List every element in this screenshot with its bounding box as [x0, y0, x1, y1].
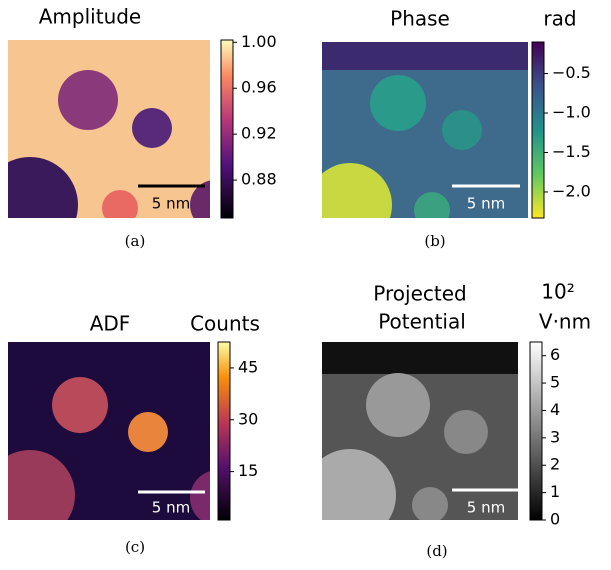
- unit-label: V·nm: [539, 310, 591, 334]
- caption: (a): [125, 232, 146, 250]
- particle: [322, 163, 392, 218]
- unit-label: 10²: [541, 280, 574, 304]
- colorbar-tick-label: 0: [550, 510, 560, 529]
- panel-title: ADF: [90, 312, 131, 336]
- scale-bar-label: 5 nm: [152, 195, 190, 213]
- colorbar-tick-label: 0.88: [241, 170, 277, 189]
- colorbar-tick-label: 30: [238, 409, 258, 428]
- unit-label: rad: [543, 7, 576, 31]
- particle: [58, 70, 118, 130]
- particle: [102, 190, 138, 218]
- scale-bar-label: 5 nm: [152, 499, 190, 517]
- particle: [412, 487, 448, 520]
- particle: [132, 108, 172, 148]
- particle: [370, 75, 426, 131]
- panel-title: Amplitude: [39, 5, 142, 29]
- caption: (d): [426, 542, 447, 560]
- particle: [444, 410, 488, 454]
- panel-title: Projected: [373, 282, 466, 306]
- unit-label: Counts: [190, 312, 260, 336]
- particle: [8, 157, 78, 218]
- colorbar-tick-label: 3: [550, 427, 560, 446]
- scale-bar-label: 5 nm: [467, 195, 505, 213]
- colorbar-tick-label: 1.00: [241, 32, 277, 51]
- colorbar-tick-label: 5: [550, 373, 560, 392]
- colorbar-tick-label: −1.5: [552, 142, 591, 161]
- colorbar-tick-label: −0.5: [552, 63, 591, 82]
- colorbar-tick-label: 1: [550, 482, 560, 501]
- colorbar-tick-label: 0.96: [241, 78, 277, 97]
- image-adf: [8, 342, 210, 520]
- colorbar-tick-label: 0.92: [241, 124, 277, 143]
- background-top: [322, 342, 518, 374]
- colorbar: [217, 341, 231, 521]
- panel-title: Phase: [390, 7, 450, 31]
- colorbar-tick-label: 2: [550, 455, 560, 474]
- particle: [128, 412, 168, 452]
- particle: [190, 471, 210, 520]
- particle: [414, 192, 450, 218]
- caption: (b): [424, 232, 445, 250]
- particle: [442, 110, 482, 150]
- particle: [8, 450, 75, 520]
- background-top: [322, 42, 528, 70]
- colorbar-tick-label: 4: [550, 400, 560, 419]
- colorbar-tick-label: 15: [238, 461, 258, 480]
- colorbar: [220, 39, 234, 219]
- particle: [190, 180, 210, 218]
- colorbar-tick-label: 45: [238, 357, 258, 376]
- particle: [366, 373, 430, 437]
- image-phase: [322, 42, 528, 218]
- scale-bar-label: 5 nm: [467, 499, 505, 517]
- caption: (c): [125, 538, 145, 556]
- colorbar-tick-label: 6: [550, 345, 560, 364]
- image-amplitude: [8, 40, 210, 218]
- panel-title: Potential: [378, 310, 466, 334]
- colorbar: [531, 41, 545, 219]
- colorbar-tick-label: −1.0: [552, 103, 591, 122]
- colorbar: [529, 341, 543, 521]
- particle: [52, 377, 108, 433]
- particle: [322, 449, 396, 520]
- colorbar-tick-label: −2.0: [552, 181, 591, 200]
